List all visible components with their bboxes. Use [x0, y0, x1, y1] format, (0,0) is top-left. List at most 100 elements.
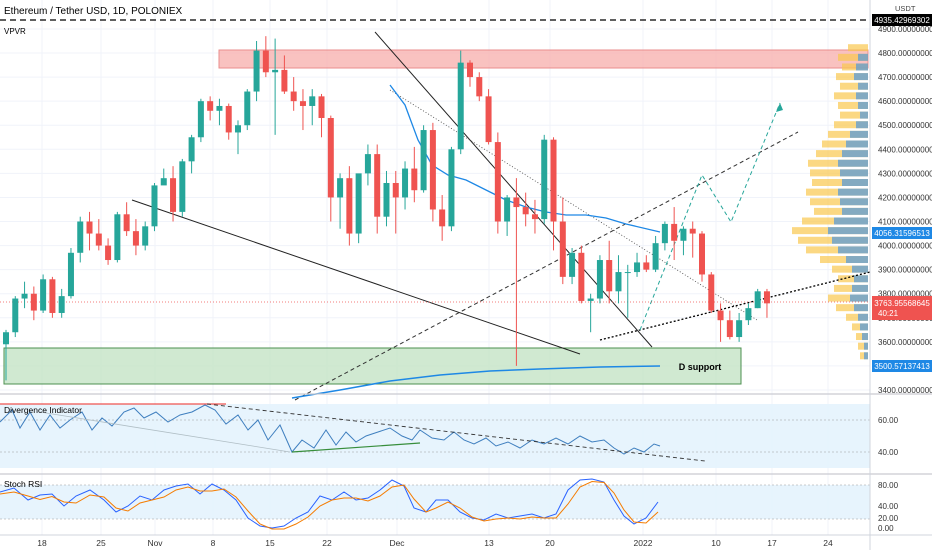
- divergence-bull-line[interactable]: [291, 442, 421, 453]
- price-axis-background[interactable]: [870, 0, 932, 550]
- candle[interactable]: [327, 118, 334, 198]
- candle[interactable]: [634, 262, 641, 273]
- candle[interactable]: [448, 149, 455, 227]
- upper-trendline[interactable]: [374, 31, 653, 348]
- divergence-indicator-line[interactable]: [0, 404, 661, 455]
- candle[interactable]: [244, 91, 251, 126]
- candle[interactable]: [142, 226, 149, 246]
- quote-currency-label: USDT: [895, 4, 916, 13]
- candle[interactable]: [736, 320, 743, 338]
- long-moving-average-line[interactable]: [291, 365, 661, 399]
- candle[interactable]: [132, 231, 139, 246]
- candle[interactable]: [587, 298, 594, 301]
- candle[interactable]: [745, 308, 752, 321]
- candle[interactable]: [30, 293, 37, 311]
- candle[interactable]: [643, 262, 650, 270]
- stoch-d-line[interactable]: [0, 480, 659, 530]
- candle[interactable]: [689, 228, 696, 234]
- candle[interactable]: [95, 233, 102, 246]
- candle[interactable]: [151, 185, 158, 227]
- candle[interactable]: [513, 197, 520, 208]
- candle[interactable]: [216, 105, 223, 111]
- candle[interactable]: [318, 96, 325, 119]
- candle[interactable]: [763, 291, 770, 304]
- candle[interactable]: [541, 139, 548, 220]
- support-trendline[interactable]: [599, 271, 871, 341]
- candle[interactable]: [77, 221, 84, 253]
- candle[interactable]: [429, 130, 436, 210]
- candle[interactable]: [550, 139, 557, 222]
- candle[interactable]: [225, 105, 232, 133]
- candle[interactable]: [114, 214, 121, 261]
- candle[interactable]: [383, 182, 390, 217]
- stoch-k-line[interactable]: [0, 478, 659, 529]
- candle[interactable]: [170, 178, 177, 212]
- candle[interactable]: [420, 130, 427, 191]
- candle[interactable]: [392, 182, 399, 198]
- candle[interactable]: [596, 260, 603, 299]
- candle[interactable]: [531, 214, 538, 220]
- candle[interactable]: [253, 50, 260, 92]
- candle[interactable]: [661, 223, 668, 244]
- candle[interactable]: [272, 69, 279, 73]
- candle[interactable]: [485, 96, 492, 143]
- candle[interactable]: [3, 332, 9, 345]
- vp-bar-value: [842, 207, 868, 215]
- candle[interactable]: [624, 272, 631, 274]
- candle[interactable]: [559, 221, 566, 277]
- candle[interactable]: [522, 207, 529, 215]
- candle[interactable]: [476, 77, 483, 97]
- candle[interactable]: [21, 293, 28, 299]
- candle[interactable]: [615, 272, 622, 292]
- candle[interactable]: [346, 178, 353, 234]
- candle[interactable]: [374, 154, 381, 217]
- candle[interactable]: [49, 279, 56, 313]
- candle[interactable]: [235, 125, 241, 133]
- candle[interactable]: [652, 243, 659, 270]
- candle[interactable]: [364, 154, 371, 174]
- ma-price: 4056.31596513: [874, 229, 930, 238]
- candle[interactable]: [86, 221, 93, 234]
- candle[interactable]: [123, 214, 130, 232]
- candle[interactable]: [105, 245, 112, 261]
- resistance-zone[interactable]: [218, 49, 869, 69]
- candle[interactable]: [67, 252, 74, 297]
- lower-trendline[interactable]: [131, 199, 581, 355]
- price-tick-3900: 3900.00000000: [878, 266, 932, 275]
- candle[interactable]: [699, 233, 705, 275]
- candle[interactable]: [188, 137, 195, 162]
- candle[interactable]: [671, 223, 678, 241]
- vpvr-label: VPVR: [4, 27, 26, 36]
- candle[interactable]: [494, 142, 501, 222]
- candle[interactable]: [58, 296, 65, 313]
- candle[interactable]: [355, 173, 362, 234]
- candle[interactable]: [578, 252, 585, 301]
- candle[interactable]: [504, 197, 511, 222]
- candle[interactable]: [40, 279, 47, 311]
- candle[interactable]: [569, 252, 576, 277]
- candle[interactable]: [160, 178, 167, 186]
- candle[interactable]: [708, 274, 715, 311]
- candle[interactable]: [606, 260, 613, 292]
- candle[interactable]: [457, 62, 464, 150]
- candle[interactable]: [680, 228, 687, 241]
- candle[interactable]: [402, 168, 409, 198]
- candle[interactable]: [12, 298, 19, 333]
- candle[interactable]: [207, 101, 214, 111]
- candle[interactable]: [411, 168, 418, 191]
- candle[interactable]: [309, 96, 316, 106]
- candle[interactable]: [726, 320, 733, 338]
- candle[interactable]: [290, 91, 297, 102]
- candle[interactable]: [281, 69, 288, 92]
- candle[interactable]: [337, 178, 344, 198]
- candle[interactable]: [439, 209, 446, 227]
- dotted-trendline[interactable]: [389, 89, 758, 321]
- candle[interactable]: [754, 291, 761, 309]
- candle[interactable]: [262, 50, 269, 73]
- candle[interactable]: [179, 161, 186, 212]
- candle[interactable]: [197, 101, 204, 138]
- candle[interactable]: [299, 101, 306, 106]
- candle[interactable]: [717, 310, 724, 321]
- dashed-trendline[interactable]: [294, 131, 799, 401]
- candle[interactable]: [467, 62, 473, 78]
